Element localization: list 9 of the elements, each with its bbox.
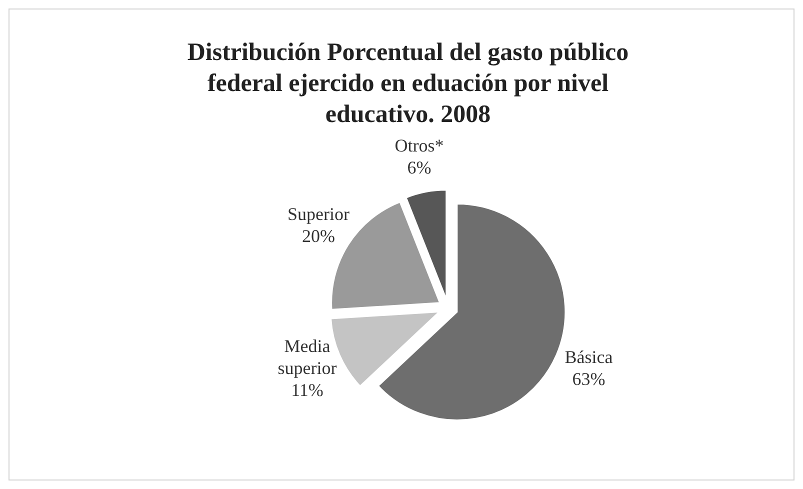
chart-title: Distribución Porcentual del gasto público federal ejercido en eduación por nivel educativo. 2008 [187, 39, 629, 128]
data-label: 20% [302, 226, 336, 246]
data-label: 6% [407, 157, 432, 178]
data-label: 63% [572, 368, 606, 389]
slice-label: Otros* [394, 135, 444, 156]
slice-label: Superior [288, 204, 350, 224]
slice-label: Básica [564, 346, 613, 367]
slice-label: Media superior [278, 336, 337, 378]
data-label: 11% [291, 380, 324, 400]
